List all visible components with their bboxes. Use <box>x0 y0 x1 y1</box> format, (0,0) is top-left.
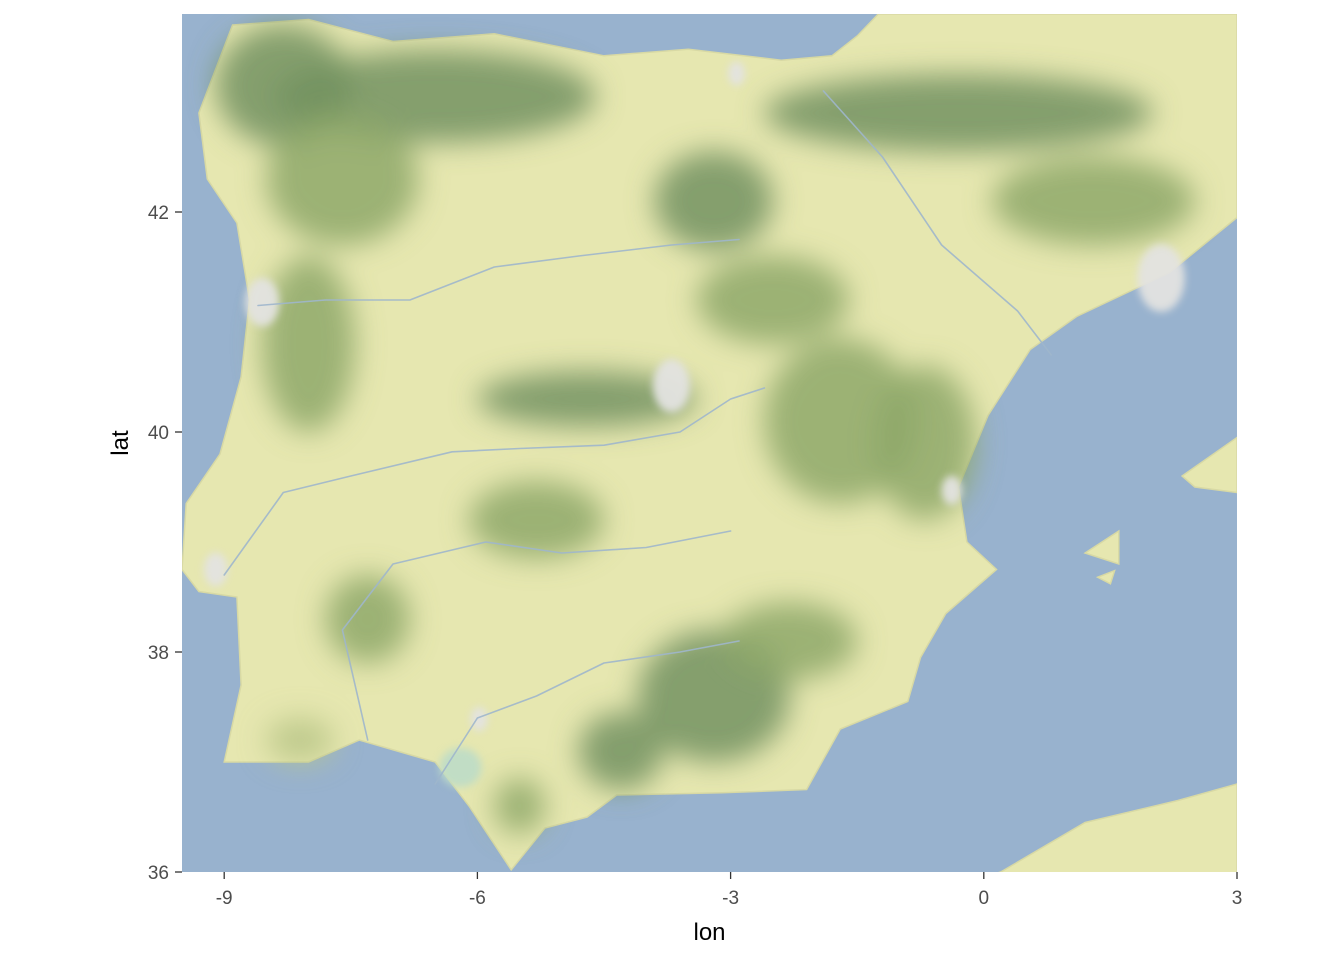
terrain-patch-mountain <box>654 151 773 251</box>
terrain-patch-mountain <box>764 74 1153 152</box>
terrain-patch-forest <box>325 575 410 663</box>
y-tick-label: 36 <box>148 863 169 884</box>
terrain-patch-mountain <box>578 712 664 790</box>
terrain-patch-hills <box>266 718 334 762</box>
urban-area <box>652 359 691 413</box>
y-axis: 36 38 40 42 <box>148 203 182 884</box>
river-line <box>341 530 732 741</box>
y-tick-label: 38 <box>148 643 169 664</box>
rivers-layer <box>223 90 1053 785</box>
map-panel <box>182 14 1237 872</box>
y-tick-label: 40 <box>148 423 169 444</box>
landmass-mallorca <box>1180 436 1237 494</box>
terrain-patch-forest <box>722 602 858 680</box>
x-axis-title: lon <box>693 919 725 946</box>
urban-area <box>203 552 228 587</box>
terrain-patch-forest <box>468 481 604 559</box>
landmass-ibiza <box>1083 529 1120 566</box>
x-tick-label: -3 <box>722 888 739 909</box>
terrain-layer <box>215 25 1195 834</box>
terrain-patch-forest <box>494 778 545 834</box>
x-tick-label: 0 <box>979 888 990 909</box>
river-line <box>257 238 740 307</box>
river-line <box>822 90 1053 356</box>
terrain-patch-forest <box>262 256 356 432</box>
y-axis-title: lat <box>107 430 134 456</box>
urban-area <box>1137 244 1185 312</box>
land-layer <box>182 14 1237 872</box>
terrain-patch-forest <box>266 113 419 245</box>
terrain-patch-mountain <box>477 371 697 427</box>
landmass-africa <box>998 783 1237 872</box>
x-tick-label: -6 <box>469 888 486 909</box>
wetland-area <box>439 747 482 788</box>
urban-areas-layer <box>203 61 1185 788</box>
river-line <box>434 640 740 785</box>
landmass-iberia <box>182 14 1237 872</box>
urban-area <box>470 707 488 732</box>
urban-area <box>245 278 280 327</box>
urban-area <box>941 475 962 505</box>
x-axis: -9 -6 -3 0 3 <box>216 872 1243 909</box>
terrain-patch-mountain <box>215 25 351 146</box>
x-tick-label: -9 <box>216 888 233 909</box>
x-tick-label: 3 <box>1232 888 1243 909</box>
terrain-patch-forest <box>992 157 1195 245</box>
urban-area <box>728 61 745 86</box>
landmass-formentera <box>1095 569 1116 585</box>
terrain-patch-forest <box>696 256 849 344</box>
river-line <box>223 387 766 576</box>
y-tick-label: 42 <box>148 203 169 224</box>
